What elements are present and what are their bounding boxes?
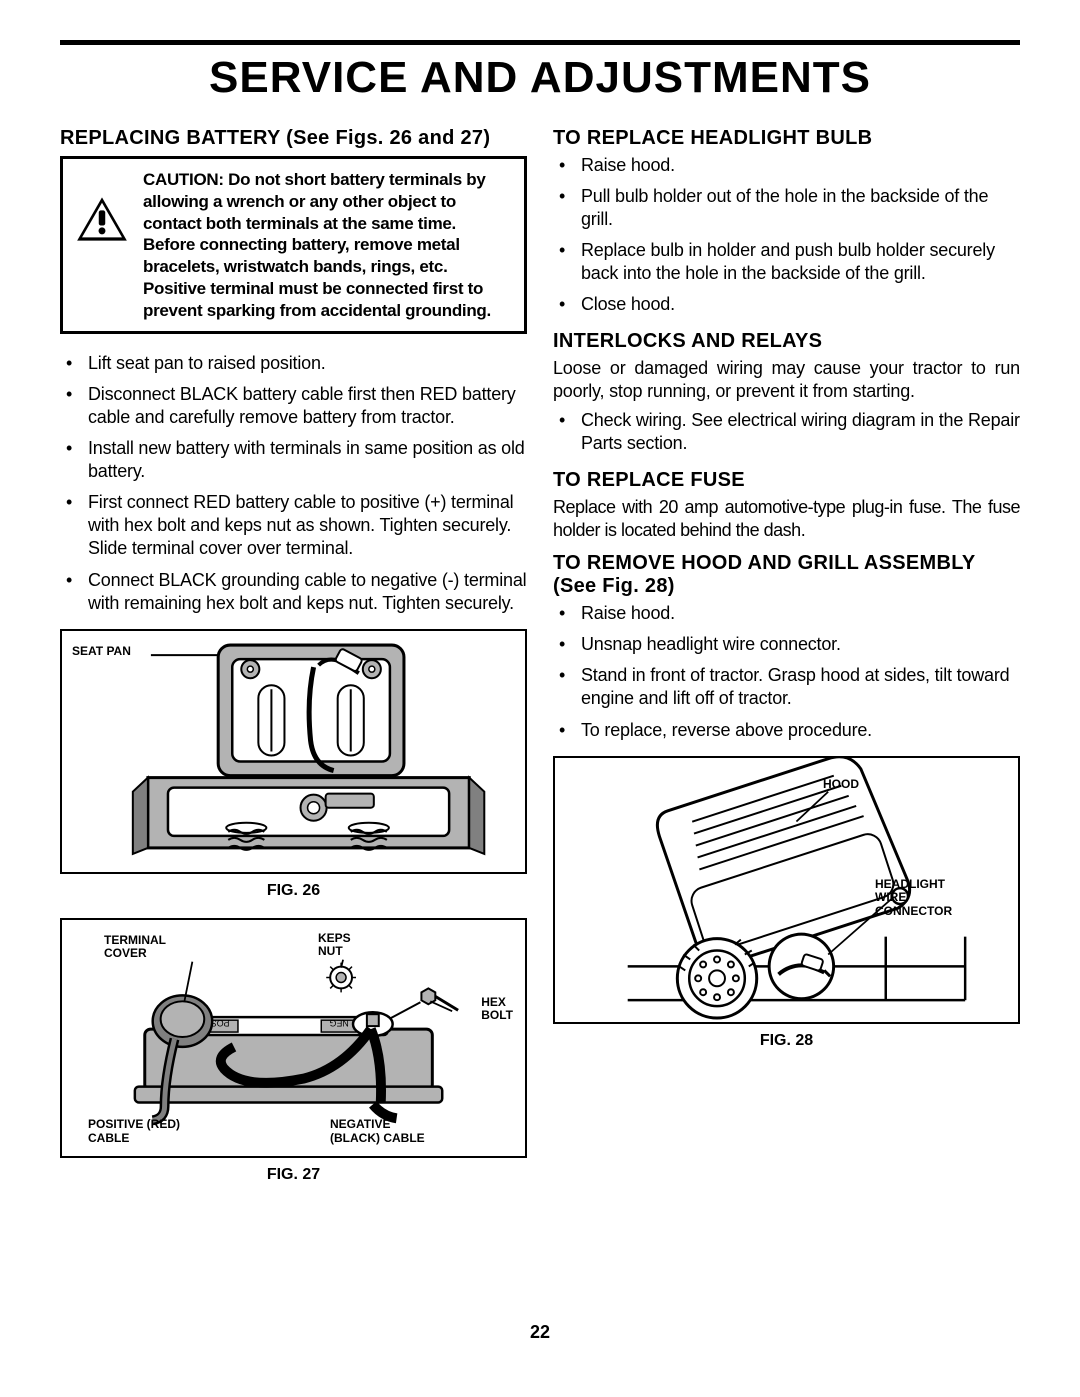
list-item: Close hood. <box>553 293 1020 316</box>
list-item: Disconnect BLACK battery cable first the… <box>60 383 527 429</box>
fig28-caption: FIG. 28 <box>553 1032 1020 1050</box>
warning-icon <box>75 195 129 248</box>
list-item: Install new battery with terminals in sa… <box>60 437 527 483</box>
list-item: Lift seat pan to raised position. <box>60 352 527 375</box>
figure-26-illustration <box>62 631 525 872</box>
fig27-label-keps-nut: KEPS NUT <box>318 932 351 960</box>
battery-steps-list: Lift seat pan to raised position. Discon… <box>60 352 527 614</box>
fig26-caption: FIG. 26 <box>60 882 527 900</box>
list-item: Pull bulb holder out of the hole in the … <box>553 185 1020 231</box>
list-item: Stand in front of tractor. Grasp hood at… <box>553 664 1020 710</box>
svg-text:POS: POS <box>211 1018 230 1028</box>
fuse-body: Replace with 20 amp automotive-type plug… <box>553 496 1020 542</box>
list-item: Raise hood. <box>553 602 1020 625</box>
headlight-steps: Raise hood. Pull bulb holder out of the … <box>553 154 1020 316</box>
hood-heading: TO REMOVE HOOD AND GRILL ASSEMBLY (See F… <box>553 552 1020 598</box>
fig26-label-seatpan: SEAT PAN <box>72 645 131 659</box>
caution-box: CAUTION: Do not short battery terminals … <box>60 156 527 334</box>
hood-steps: Raise hood. Unsnap headlight wire connec… <box>553 602 1020 741</box>
list-item: To replace, reverse above procedure. <box>553 719 1020 742</box>
page-number: 22 <box>60 1322 1020 1343</box>
interlocks-body: Loose or damaged wiring may cause your t… <box>553 357 1020 403</box>
list-item: Connect BLACK grounding cable to negativ… <box>60 569 527 615</box>
right-column: TO REPLACE HEADLIGHT BULB Raise hood. Pu… <box>553 121 1020 1202</box>
list-item: Replace bulb in holder and push bulb hol… <box>553 239 1020 285</box>
fig27-caption: FIG. 27 <box>60 1166 527 1184</box>
svg-text:NEG: NEG <box>329 1018 348 1028</box>
top-rule <box>60 40 1020 45</box>
left-column: REPLACING BATTERY (See Figs. 26 and 27) … <box>60 121 527 1202</box>
list-item: Raise hood. <box>553 154 1020 177</box>
headlight-heading: TO REPLACE HEADLIGHT BULB <box>553 127 1020 150</box>
caution-text: CAUTION: Do not short battery terminals … <box>143 169 510 321</box>
figure-28-box: HOOD HEADLIGHT WIRE CONNECTOR <box>553 756 1020 1024</box>
fig27-label-hex-bolt: HEX BOLT <box>481 996 513 1024</box>
list-item: Check wiring. See electrical wiring diag… <box>553 409 1020 455</box>
fig27-label-negative-cable: NEGATIVE (BLACK) CABLE <box>330 1118 425 1146</box>
fuse-heading: TO REPLACE FUSE <box>553 469 1020 492</box>
list-item: Unsnap headlight wire connector. <box>553 633 1020 656</box>
list-item: First connect RED battery cable to posit… <box>60 491 527 560</box>
fig27-label-terminal-cover: TERMINAL COVER <box>104 934 166 962</box>
replacing-battery-heading: REPLACING BATTERY (See Figs. 26 and 27) <box>60 127 527 150</box>
figure-27-box: POS NEG <box>60 918 527 1158</box>
two-column-layout: REPLACING BATTERY (See Figs. 26 and 27) … <box>60 121 1020 1202</box>
figure-26-box: SEAT PAN <box>60 629 527 874</box>
fig27-label-positive-cable: POSITIVE (RED) CABLE <box>88 1118 180 1146</box>
interlocks-steps: Check wiring. See electrical wiring diag… <box>553 409 1020 455</box>
interlocks-heading: INTERLOCKS AND RELAYS <box>553 330 1020 353</box>
fig28-label-connector: HEADLIGHT WIRE CONNECTOR <box>875 878 952 919</box>
fig28-label-hood: HOOD <box>823 778 859 792</box>
page-title: SERVICE AND ADJUSTMENTS <box>60 53 1020 103</box>
